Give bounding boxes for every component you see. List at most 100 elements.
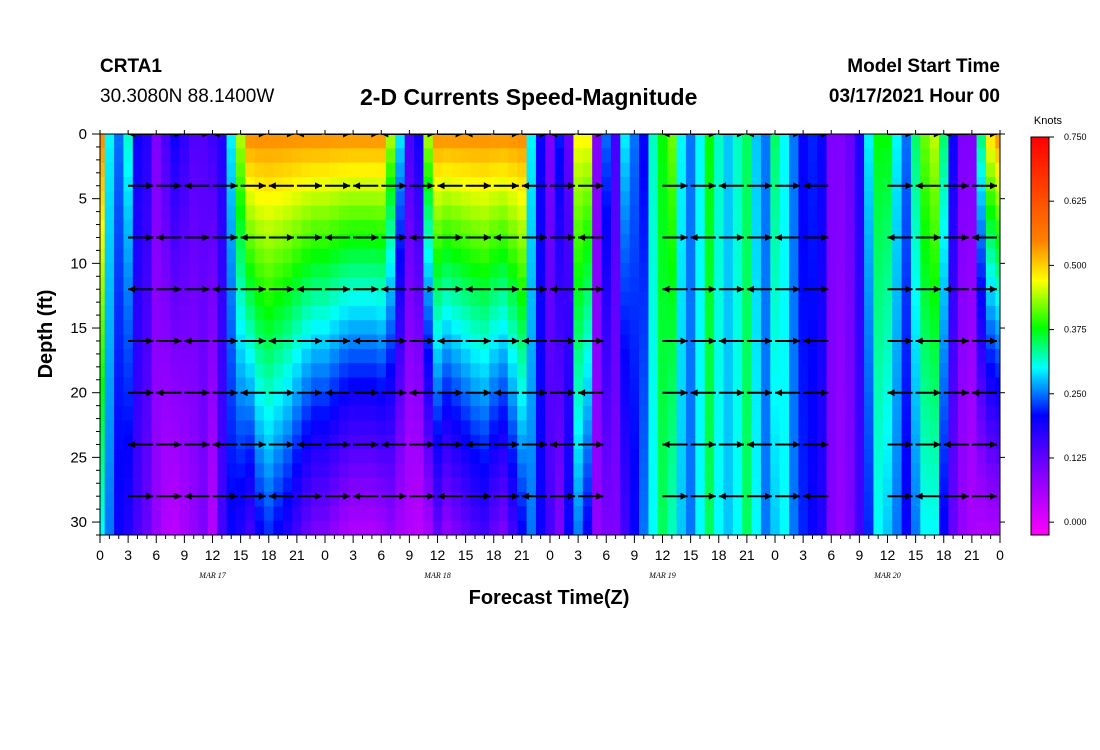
heat-cell [620,277,631,293]
heat-cell [732,363,743,379]
heat-cell [460,449,471,464]
heat-cell [235,406,246,422]
heat-cell [226,477,237,493]
heat-cell [264,134,275,149]
heat-cell [245,262,256,278]
heat-cell [564,492,575,507]
heat-cell [367,219,378,235]
heat-cell [235,291,246,307]
heat-cell [273,506,284,522]
heat-cell [423,248,434,264]
heat-cell [845,449,856,464]
heat-cell [573,248,584,264]
model-start-value: 03/17/2021 Hour 00 [828,86,1000,107]
heat-cell [714,191,725,207]
vector-head [212,134,220,138]
heat-cell [198,377,209,393]
heat-cell [554,176,565,192]
vector-head [887,389,895,397]
heat-cell [292,277,303,293]
heat-cell [676,291,687,307]
heat-cell [339,449,350,464]
heat-cell [948,377,959,393]
heat-cell [404,463,415,479]
heat-cell [648,348,659,364]
heat-cell [939,162,950,178]
vector-head [146,182,154,190]
heat-cell [835,477,846,493]
heat-cell [442,191,453,207]
heat-cell [310,377,321,393]
heat-cell [264,463,275,479]
heat-cell [845,248,856,264]
heat-cell [545,434,556,450]
heat-cell [442,291,453,307]
heat-cell [470,492,481,507]
vector-head [409,389,417,397]
y-tick-label: 15 [70,320,87,337]
heat-cell [451,234,462,250]
heat-cell [901,348,912,364]
heat-cell [826,320,837,336]
heat-cell [967,463,978,479]
heat-cell [535,391,546,407]
heat-cell [695,234,706,250]
heat-cell [882,434,893,450]
heat-cell [442,162,453,178]
heat-cell [142,477,153,493]
heat-cell [151,219,162,235]
heat-cell [920,520,931,535]
heat-cell [742,391,753,407]
heat-cell [264,305,275,321]
heat-cell [170,305,181,321]
heat-cell [610,520,621,535]
heat-cell [976,191,987,207]
heat-cell [676,234,687,250]
heat-cell [789,391,800,407]
heat-cell [507,148,518,164]
heat-cell [807,305,818,321]
heat-cell [264,277,275,293]
heat-cell [123,391,134,407]
heat-cell [151,363,162,379]
heat-cell [695,363,706,379]
heat-cell [132,248,143,264]
heat-cell [348,248,359,264]
heat-cell [601,148,612,164]
heat-cell [939,248,950,264]
heat-cell [376,205,387,221]
heat-cell [620,348,631,364]
heat-cell [967,205,978,221]
heat-cell [282,162,293,178]
x-date-label: MAR 19 [648,571,675,580]
vector-head [915,182,923,190]
heat-cell [170,520,181,535]
heat-cell [292,305,303,321]
heat-cell [545,348,556,364]
heat-cell [442,277,453,293]
heat-cell [723,377,734,393]
heat-cell [657,363,668,379]
heat-cell [704,234,715,250]
heat-cell [292,219,303,235]
heat-cell [610,148,621,164]
heat-cell [292,434,303,450]
heat-cell [667,148,678,164]
heat-cell [751,205,762,221]
heat-cell [357,176,368,192]
heat-cell [123,191,134,207]
heat-cell [807,191,818,207]
heat-cell [489,377,500,393]
heat-cell [273,262,284,278]
heat-cell [592,320,603,336]
heat-cell [854,506,865,522]
heat-cell [845,320,856,336]
heat-cell [451,191,462,207]
heat-cell [142,506,153,522]
heat-cell [207,191,218,207]
vector-head [409,234,417,241]
vector-head [765,182,772,190]
heat-cell [517,348,528,364]
heat-cell [254,148,265,164]
heat-cell [676,520,687,535]
